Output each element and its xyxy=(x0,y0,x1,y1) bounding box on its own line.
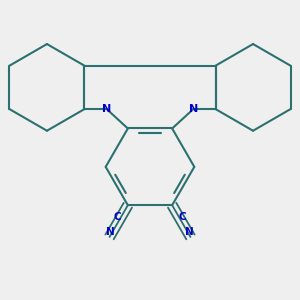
Text: C: C xyxy=(179,212,187,222)
Text: N: N xyxy=(189,104,198,114)
Text: N: N xyxy=(185,227,194,237)
Text: N: N xyxy=(102,104,111,114)
Text: N: N xyxy=(106,227,115,237)
Text: C: C xyxy=(113,212,121,222)
